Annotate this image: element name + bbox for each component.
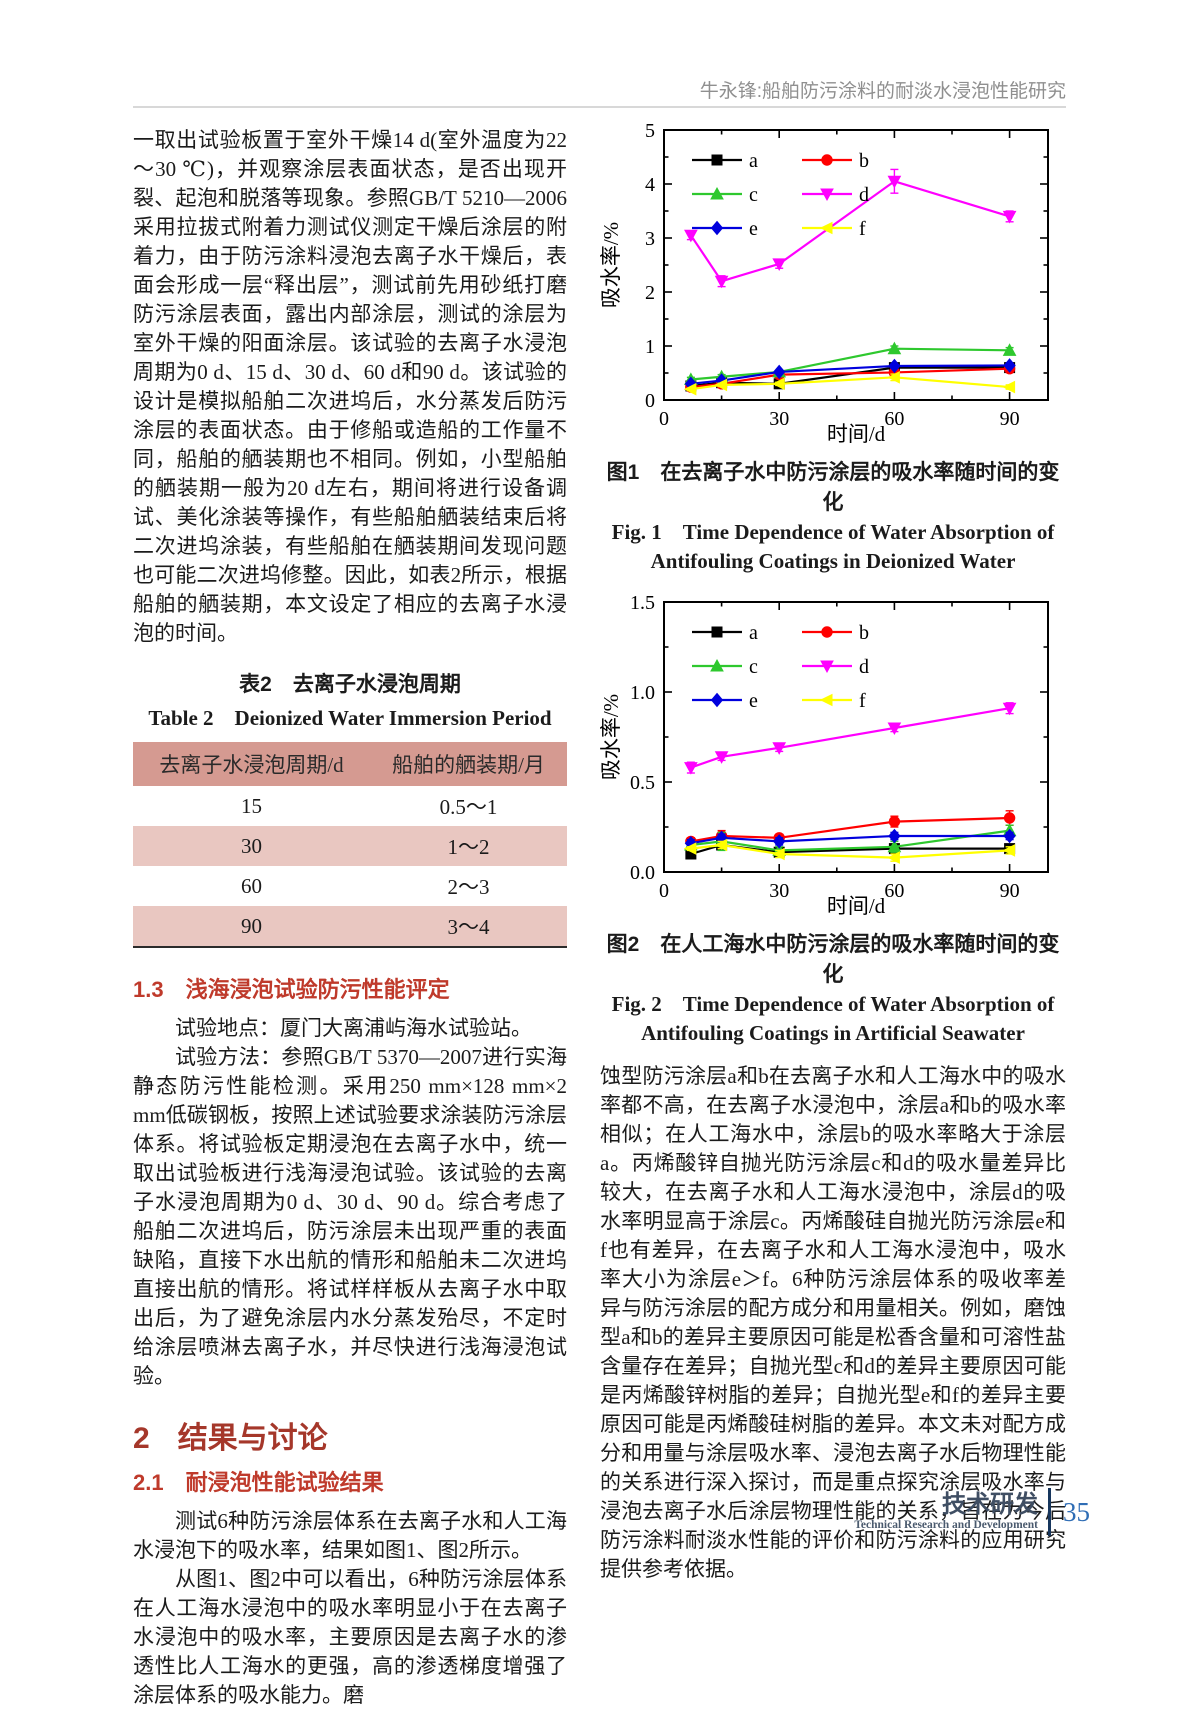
table-cell: 1～2 — [447, 835, 490, 859]
svg-text:吸水率/%: 吸水率/% — [600, 694, 623, 780]
figure1-caption-cn: 图1 在去离子水中防污涂层的吸水率随时间的变化 — [606, 461, 1060, 514]
table-header-cell: 船舶的舾装期/月 — [370, 742, 567, 786]
svg-text:90: 90 — [1000, 408, 1020, 430]
paragraph: 从图1、图2中可以看出，6种防污涂层体系在人工海水浸泡中的吸水率明显小于在去离子… — [133, 1567, 567, 1707]
section-title: 结果与讨论 — [177, 1422, 328, 1455]
table2: 去离子水浸泡周期/d 船舶的舾装期/月 15 0.5～1 30 1～2 60 2… — [133, 742, 567, 948]
figure1-chart: 0 30 60 90 0 1 2 3 4 5 时间/d 吸水率/% a b c d e f — [600, 120, 1049, 446]
section-heading-2-1: 2.1 耐浸泡性能试验结果 — [133, 1465, 567, 1497]
section-number: 2 — [133, 1422, 150, 1455]
svg-text:0: 0 — [659, 408, 669, 430]
section-number: 2.1 — [133, 1470, 164, 1495]
svg-text:1.5: 1.5 — [630, 592, 655, 614]
right-column: 0 30 60 90 0 1 2 3 4 5 时间/d 吸水率/% a b c d e f 图1 在去离子水中防污… — [600, 118, 1066, 1584]
paragraph: 试验方法：参照GB/T 5370—2007进行实海静态防污性能检测。采用250 … — [133, 1045, 567, 1388]
svg-text:d: d — [859, 184, 869, 206]
svg-text:a: a — [749, 622, 758, 644]
svg-text:5: 5 — [645, 120, 655, 142]
section-title: 耐浸泡性能试验结果 — [185, 1470, 384, 1495]
section-heading-1-3: 1.3 浅海浸泡试验防污性能评定 — [133, 972, 567, 1004]
page-number: 35 — [1063, 1496, 1090, 1527]
svg-text:e: e — [749, 690, 758, 712]
section-number: 1.3 — [133, 977, 164, 1002]
svg-text:2: 2 — [645, 282, 655, 304]
svg-text:30: 30 — [769, 408, 789, 430]
figure1: 0 30 60 90 0 1 2 3 4 5 时间/d 吸水率/% a b c d e f 图1 在去离子水中防污… — [600, 118, 1066, 576]
svg-text:时间/d: 时间/d — [827, 422, 886, 446]
svg-text:0.5: 0.5 — [630, 772, 655, 794]
figure2-chart: 0 30 60 90 0.0 0.5 1.0 1.5 时间/d 吸水率/% a b c d e f — [600, 592, 1049, 918]
table-cell: 90 — [241, 913, 263, 938]
svg-text:4: 4 — [645, 174, 655, 196]
svg-text:时间/d: 时间/d — [827, 894, 886, 918]
footer-section-cn: 技术研发 — [942, 1490, 1038, 1518]
figure2-caption-cn: 图2 在人工海水中防污涂层的吸水率随时间的变化 — [606, 933, 1060, 986]
svg-text:0: 0 — [659, 880, 669, 902]
table-cell: 3～4 — [447, 915, 490, 939]
section-heading-2: 2 结果与讨论 — [133, 1413, 567, 1457]
table-cell: 30 — [241, 833, 263, 858]
svg-text:b: b — [859, 150, 869, 172]
header-rule — [133, 106, 1066, 108]
svg-text:90: 90 — [1000, 880, 1020, 902]
svg-text:b: b — [859, 622, 869, 644]
svg-text:1: 1 — [645, 336, 655, 358]
figure2-caption-en: Antifouling Coatings in Artificial Seawa… — [641, 1021, 1025, 1045]
table-row: 60 2～3 — [133, 866, 567, 906]
running-title: 牛永锋:船舶防污涂料的耐淡水浸泡性能研究 — [699, 81, 1066, 102]
left-column: 一取出试验板置于室外干燥14 d(室外温度为22～30 ℃)，并观察涂层表面状态… — [133, 126, 567, 1710]
paragraph: 试验地点：厦门大离浦屿海水试验站。 — [175, 1016, 532, 1040]
table-row: 15 0.5～1 — [133, 786, 567, 826]
svg-text:f: f — [859, 218, 866, 240]
footer: 技术研发 Technical Research and Development … — [740, 1488, 1090, 1536]
table-cell: 0.5～1 — [439, 795, 498, 819]
table-row: 30 1～2 — [133, 826, 567, 866]
paragraph: 测试6种防污涂层体系在去离子水和人工海水浸泡下的吸水率，结果如图1、图2所示。 — [133, 1509, 567, 1562]
footer-divider — [1048, 1488, 1051, 1536]
figure1-caption-en: Fig. 1 Time Dependence of Water Absorpti… — [611, 520, 1055, 544]
svg-text:0: 0 — [645, 390, 655, 412]
table-cell: 15 — [241, 793, 263, 818]
svg-text:60: 60 — [884, 408, 904, 430]
table-header-cell: 去离子水浸泡周期/d — [133, 742, 371, 786]
svg-text:1.0: 1.0 — [630, 682, 655, 704]
svg-text:3: 3 — [645, 228, 655, 250]
svg-text:吸水率/%: 吸水率/% — [600, 222, 623, 308]
svg-text:c: c — [749, 184, 758, 206]
paragraph: 一取出试验板置于室外干燥14 d(室外温度为22～30 ℃)，并观察涂层表面状态… — [133, 128, 567, 645]
footer-section-en: Technical Research and Development — [854, 1518, 1038, 1531]
footer-section: 技术研发 Technical Research and Development — [854, 1490, 1038, 1533]
table2-block: 表2 去离子水浸泡周期 Table 2 Deionized Water Imme… — [133, 668, 567, 948]
figure1-caption-en: Antifouling Coatings in Deionized Water — [650, 549, 1016, 573]
svg-text:0.0: 0.0 — [630, 862, 655, 884]
section-title: 浅海浸泡试验防污性能评定 — [185, 977, 450, 1002]
svg-text:a: a — [749, 150, 758, 172]
svg-text:e: e — [749, 218, 758, 240]
paragraph: 蚀型防污涂层a和b在去离子水和人工海水中的吸水率都不高，在去离子水浸泡中，涂层a… — [600, 1064, 1066, 1581]
table-cell: 60 — [241, 873, 263, 898]
svg-text:f: f — [859, 690, 866, 712]
figure2-caption-en: Fig. 2 Time Dependence of Water Absorpti… — [611, 992, 1055, 1016]
table2-caption-en: Table 2 Deionized Water Immersion Period — [148, 706, 552, 730]
table-row: 90 3～4 — [133, 906, 567, 947]
table-header-row: 去离子水浸泡周期/d 船舶的舾装期/月 — [133, 742, 567, 786]
figure2: 0 30 60 90 0.0 0.5 1.0 1.5 时间/d 吸水率/% a b c d e f 图2 在人… — [600, 590, 1066, 1048]
svg-text:60: 60 — [884, 880, 904, 902]
svg-text:c: c — [749, 656, 758, 678]
table2-caption-cn: 表2 去离子水浸泡周期 — [239, 673, 461, 696]
table-cell: 2～3 — [447, 875, 490, 899]
svg-text:30: 30 — [769, 880, 789, 902]
svg-text:d: d — [859, 656, 869, 678]
